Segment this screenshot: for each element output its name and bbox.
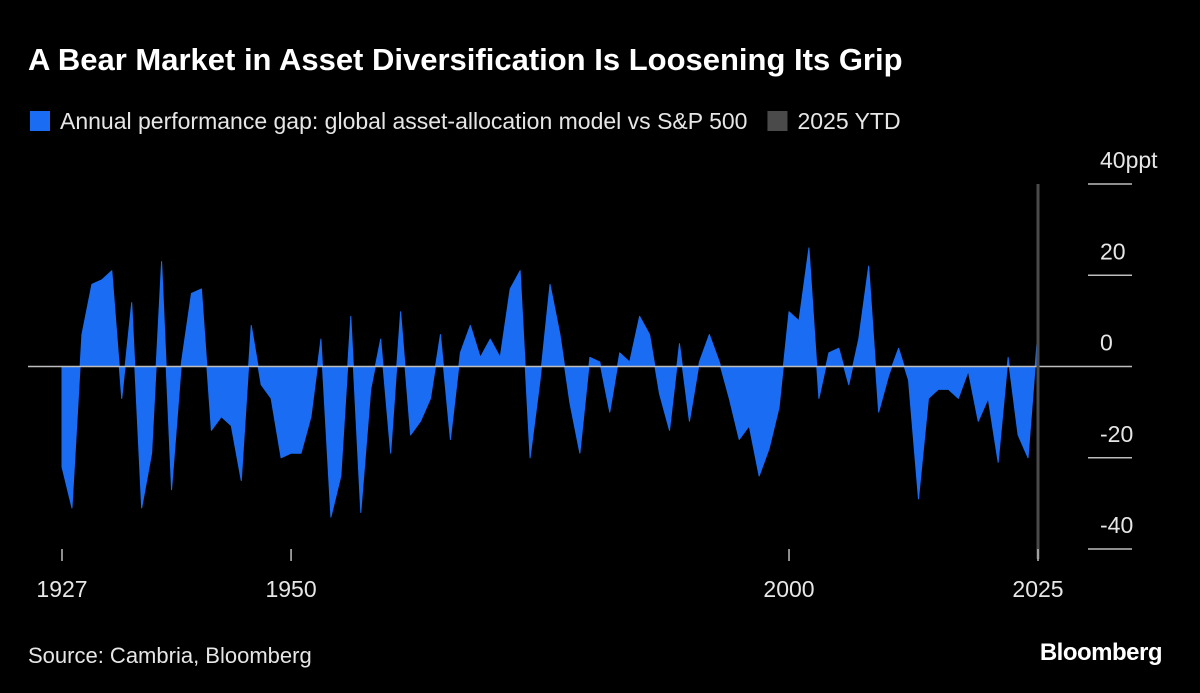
x-tick-label: 1927 (36, 576, 87, 602)
y-tick-label: -40 (1100, 512, 1133, 538)
x-tick-label: 2025 (1012, 576, 1063, 602)
y-tick-label: -20 (1100, 421, 1133, 447)
legend-label: 2025 YTD (797, 108, 900, 134)
x-tick-label: 1950 (265, 576, 316, 602)
chart-title: A Bear Market in Asset Diversification I… (28, 42, 903, 77)
legend-label: Annual performance gap: global asset-all… (60, 108, 747, 134)
legend-swatch (30, 111, 50, 131)
y-tick-label: 20 (1100, 238, 1126, 264)
y-tick-label: 0 (1100, 330, 1113, 356)
y-tick-label: 40ppt (1100, 147, 1158, 173)
brand-logo: Bloomberg (1040, 639, 1162, 666)
source-note: Source: Cambria, Bloomberg (28, 643, 312, 668)
area (61, 247, 1039, 518)
legend-swatch (767, 111, 788, 131)
x-tick-label: 2000 (763, 576, 814, 602)
